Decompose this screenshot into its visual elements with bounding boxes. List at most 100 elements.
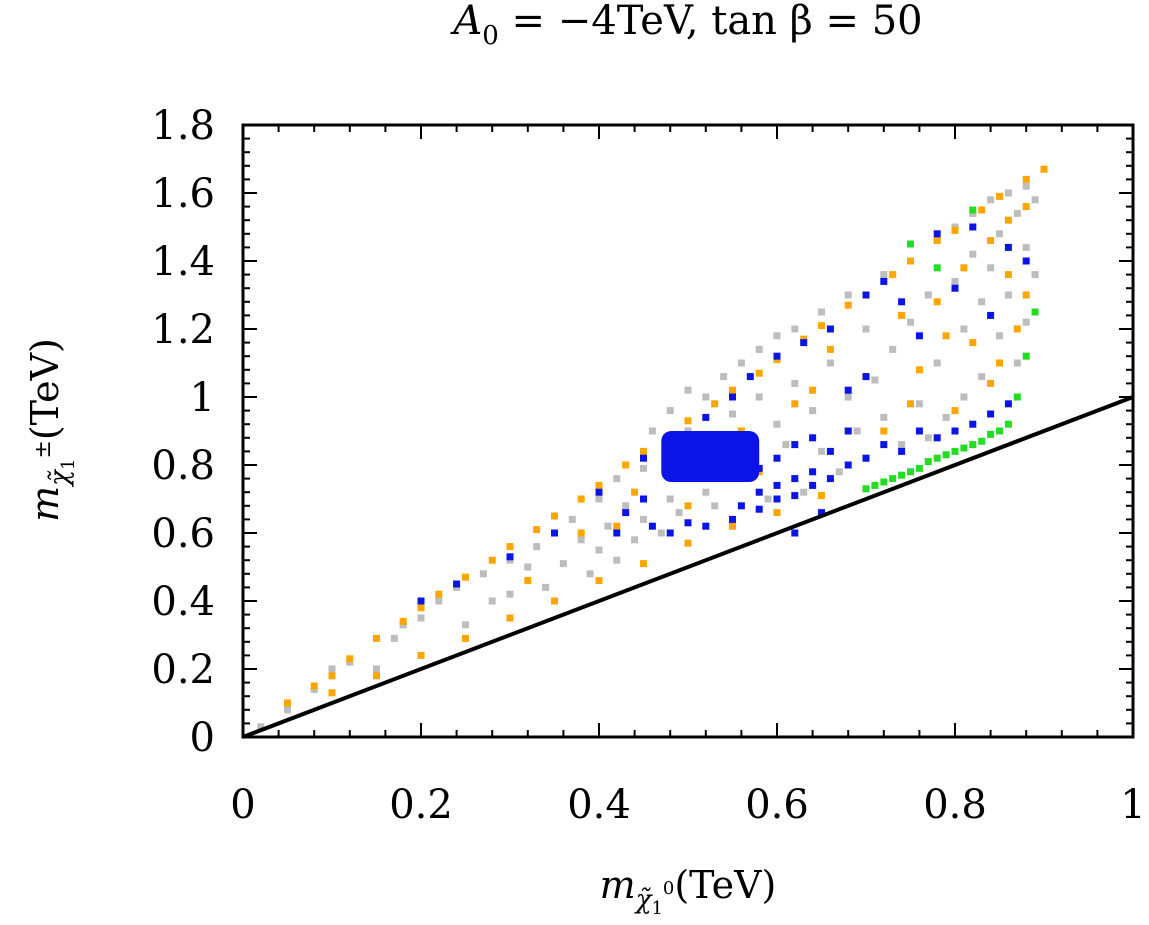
data-point-orange — [417, 604, 425, 612]
data-point-gray — [533, 543, 541, 551]
data-point-blue — [453, 580, 461, 588]
x-tick-label: 0.4 — [567, 782, 631, 828]
data-point-orange — [729, 386, 736, 394]
data-point-gray — [586, 570, 594, 578]
data-point-gray — [488, 597, 496, 605]
data-point-blue — [648, 522, 656, 530]
data-point-green — [996, 427, 1003, 435]
y-tick-label: 1.2 — [151, 307, 215, 353]
data-point-gray — [1031, 196, 1039, 204]
series-blue — [417, 223, 1030, 605]
data-point-gray — [568, 515, 576, 523]
data-point-gray — [951, 277, 959, 285]
x-tick-labels: 0 0.2 0.4 0.6 0.8 1 — [230, 782, 1145, 828]
y-tick-label: 0.4 — [151, 579, 215, 625]
data-point-gray — [791, 379, 799, 387]
data-point-blue — [737, 502, 745, 510]
data-point-gray — [390, 634, 398, 642]
data-point-gray — [898, 441, 906, 449]
data-point-orange — [996, 192, 1003, 200]
data-point-gray — [942, 413, 950, 421]
data-point-green — [1022, 352, 1030, 360]
data-point-gray — [595, 546, 603, 554]
axis-ticks — [242, 124, 1134, 738]
x-tick-label: 0.2 — [389, 782, 453, 828]
data-point-gray — [613, 556, 621, 564]
data-point-gray — [924, 434, 932, 442]
data-point-blue — [844, 461, 852, 469]
data-point-green — [880, 478, 888, 486]
data-point-gray — [924, 291, 932, 299]
data-point-orange — [284, 699, 291, 707]
y-tick-labels: 0 0.2 0.4 0.6 0.8 1 1.2 1.4 1.6 1.8 — [151, 103, 215, 761]
data-point-blue — [951, 427, 959, 435]
data-point-blue — [1022, 257, 1030, 265]
y-tick-label: 1 — [190, 375, 215, 421]
data-point-gray — [666, 407, 674, 415]
data-point-orange — [551, 512, 558, 520]
data-point-gray — [862, 325, 870, 333]
data-point-blue — [987, 410, 995, 418]
data-point-blue — [702, 522, 710, 530]
data-point-gray — [996, 230, 1003, 238]
data-point-blue — [809, 481, 817, 489]
data-point-orange — [1022, 175, 1030, 183]
data-point-gray — [711, 502, 719, 510]
data-point-orange — [915, 366, 923, 374]
data-point-green — [1004, 420, 1012, 428]
data-point-gray — [871, 376, 879, 384]
x-tick-label: 0.8 — [923, 782, 987, 828]
y-tick-label: 1.4 — [151, 239, 215, 285]
data-point-gray — [684, 386, 692, 394]
data-point-gray — [773, 332, 781, 340]
data-point-gray — [889, 345, 897, 353]
data-point-gray — [604, 522, 612, 530]
data-point-gray — [835, 468, 843, 476]
reference-line — [242, 395, 1134, 739]
y-tick-label: 0.6 — [151, 511, 215, 557]
data-point-orange — [328, 672, 336, 680]
data-point-orange — [951, 226, 959, 234]
data-point-gray — [675, 509, 683, 517]
data-point-orange — [933, 298, 941, 306]
x-tick-label: 1 — [1120, 782, 1145, 828]
data-point-orange — [729, 522, 736, 530]
data-point-orange — [844, 301, 852, 309]
data-point-gray — [1013, 359, 1021, 367]
data-point-gray — [595, 495, 603, 503]
data-point-blue — [773, 352, 781, 360]
data-point-orange — [818, 322, 825, 330]
data-point-orange — [373, 634, 380, 642]
data-point-blue — [595, 488, 603, 496]
data-point-orange — [951, 407, 959, 415]
data-point-gray — [648, 427, 656, 435]
data-point-green — [924, 458, 932, 466]
data-point-blue — [862, 373, 870, 381]
data-point-blue — [791, 475, 799, 483]
data-point-gray — [853, 427, 861, 435]
data-point-orange — [399, 617, 407, 625]
data-point-gray — [702, 393, 710, 401]
x-axis-label: mχ̃10(TeV) — [600, 863, 777, 919]
data-point-blue — [702, 413, 710, 421]
data-point-green — [969, 441, 977, 449]
data-point-orange — [898, 311, 906, 319]
data-point-blue — [791, 492, 799, 500]
data-point-blue — [551, 529, 558, 537]
data-point-gray — [915, 400, 923, 408]
data-point-blue — [791, 441, 799, 449]
series-orange — [284, 165, 1048, 707]
data-point-gray — [479, 570, 487, 578]
data-point-blue — [800, 339, 808, 347]
data-point-orange — [577, 529, 585, 537]
data-point-gray — [1022, 182, 1030, 190]
data-point-green — [915, 464, 923, 472]
data-point-blue — [826, 475, 834, 483]
data-point-green — [1013, 393, 1021, 401]
data-point-blue — [773, 454, 781, 462]
data-point-orange — [506, 543, 514, 551]
data-point-gray — [720, 373, 728, 381]
data-point-orange — [506, 614, 514, 622]
data-point-blue — [969, 223, 977, 231]
